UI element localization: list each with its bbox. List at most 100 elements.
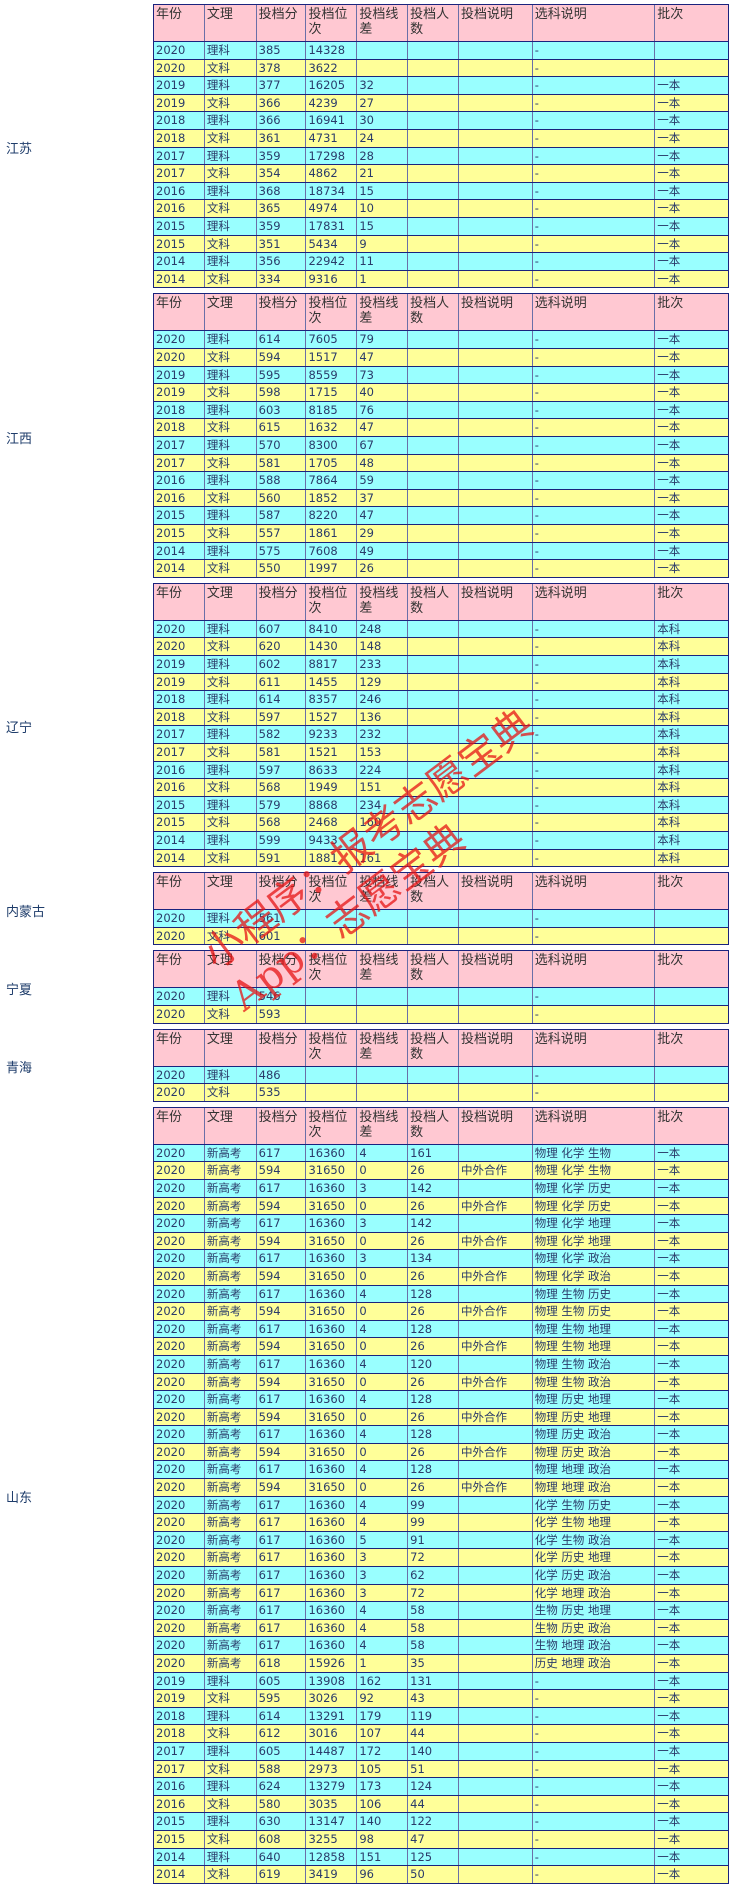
data-cell: 16360 <box>305 1461 356 1479</box>
data-cell: 378 <box>255 59 306 77</box>
data-row: 2020 新高考 617 16360 3 62 化学 历史 政治 一本 <box>154 1566 728 1584</box>
data-cell <box>457 165 532 182</box>
data-cell: 92 <box>356 1690 407 1707</box>
data-cell <box>457 1549 532 1567</box>
data-row: 2014 文科 591 1881 161 - 本科 <box>154 848 728 867</box>
data-cell: 594 <box>255 348 306 366</box>
data-cell <box>457 1355 532 1373</box>
data-cell <box>457 988 532 1005</box>
data-cell: 新高考 <box>203 1408 256 1426</box>
data-cell: - <box>531 454 655 472</box>
data-cell: 新高考 <box>203 1426 256 1443</box>
data-cell <box>407 638 458 655</box>
data-cell <box>407 507 458 524</box>
data-cell: 618 <box>255 1655 306 1672</box>
data-cell: 物理 历史 政治 <box>531 1443 655 1461</box>
data-cell: 2014 <box>156 832 186 847</box>
header-cell: 投档人数 <box>407 294 458 331</box>
data-row: 2020 文科 593 - <box>154 1004 728 1023</box>
data-cell: 7605 <box>305 331 356 348</box>
data-cell: 2015 <box>156 525 186 540</box>
data-cell: 16360 <box>305 1619 356 1637</box>
data-cell: 594 <box>255 1373 306 1391</box>
data-cell: 128 <box>407 1320 458 1338</box>
data-cell: 620 <box>255 638 306 655</box>
data-cell: 2015 <box>156 797 186 812</box>
data-cell: 16205 <box>305 77 356 94</box>
data-cell <box>457 1426 532 1443</box>
province-table: 年份 文理 投档分 投档位次 投档线差 投档人数 投档说明 选科说明 批次 2020 理科 614 76… <box>153 293 729 578</box>
data-row: 2017 理科 570 8300 67 - 一本 <box>154 435 728 454</box>
data-cell: 611 <box>255 673 306 691</box>
data-cell: 2020 <box>156 1497 186 1512</box>
data-cell: 67 <box>356 436 407 454</box>
data-cell <box>407 673 458 691</box>
data-cell: 文科 <box>203 489 256 507</box>
data-cell: 中外合作 <box>457 1338 532 1355</box>
data-cell: 359 <box>255 217 306 235</box>
data-cell: 文科 <box>203 560 256 577</box>
header-row: 年份 文理 投档分 投档位次 投档线差 投档人数 投档说明 选科说明 批次 <box>154 583 728 620</box>
data-cell: 51 <box>407 1760 458 1778</box>
data-row: 2020 新高考 594 31650 0 26 中外合作 物理 历史 政治 一本 <box>154 1442 728 1461</box>
data-cell: 文科 <box>203 849 256 867</box>
data-cell: 1521 <box>305 743 356 761</box>
data-cell <box>457 112 532 129</box>
data-cell: 一本 <box>654 1391 728 1408</box>
data-cell: 2020 <box>156 1392 186 1407</box>
data-cell: - <box>531 726 655 743</box>
data-cell: 1517 <box>305 348 356 366</box>
data-cell: 一本 <box>654 1250 728 1267</box>
header-cell: 批次 <box>654 583 728 620</box>
data-cell: 1527 <box>305 708 356 726</box>
data-cell: 47 <box>407 1830 458 1848</box>
data-cell <box>457 1637 532 1655</box>
data-cell: 588 <box>255 472 306 489</box>
data-cell: 化学 地理 政治 <box>531 1584 655 1602</box>
data-cell: 2019 <box>156 385 186 400</box>
data-cell: 一本 <box>654 77 728 94</box>
data-cell: 2020 <box>156 621 186 636</box>
data-cell: 614 <box>255 1707 306 1725</box>
data-cell <box>457 59 532 77</box>
data-cell: 文科 <box>203 814 256 831</box>
data-row: 2020 理科 546 - <box>154 987 728 1005</box>
data-cell: 一本 <box>654 129 728 147</box>
data-cell: 新高考 <box>203 1267 256 1285</box>
data-cell: 579 <box>255 796 306 814</box>
data-cell: 一本 <box>654 1338 728 1355</box>
data-cell: 582 <box>255 726 306 743</box>
data-cell: 8185 <box>305 401 356 419</box>
data-cell: 568 <box>255 779 306 796</box>
data-cell: 31650 <box>305 1338 356 1355</box>
data-cell: 化学 历史 地理 <box>531 1549 655 1567</box>
data-cell: 8559 <box>305 366 356 384</box>
data-cell: 一本 <box>654 1197 728 1215</box>
data-cell: 2020 <box>156 1198 186 1213</box>
data-cell: 文科 <box>203 348 256 366</box>
data-cell: - <box>531 1742 655 1760</box>
data-cell: 13147 <box>305 1813 356 1830</box>
data-cell: 8300 <box>305 436 356 454</box>
data-cell: 一本 <box>654 1795 728 1813</box>
data-cell: 594 <box>255 1303 306 1320</box>
data-cell: 一本 <box>654 542 728 560</box>
data-cell: 2020 <box>156 1321 186 1336</box>
data-cell: 本科 <box>654 814 728 831</box>
province-table: 年份 文理 投档分 投档位次 投档线差 投档人数 投档说明 选科说明 批次 2020 新高考 617 1… <box>153 1106 729 1884</box>
data-cell: 2018 <box>156 692 186 707</box>
header-cell: 投档说明 <box>457 1029 532 1066</box>
data-cell: 中外合作 <box>457 1303 532 1320</box>
data-cell: 47 <box>356 419 407 436</box>
province-label: 江西 <box>6 431 33 447</box>
data-cell: 物理 化学 地理 <box>531 1232 655 1250</box>
data-cell: 3016 <box>305 1725 356 1742</box>
data-row: 2018 理科 603 8185 76 - 一本 <box>154 400 728 419</box>
data-cell <box>457 1672 532 1690</box>
data-cell <box>457 779 532 796</box>
header-cell: 投档线差 <box>356 583 407 620</box>
data-cell: 2020 <box>156 1163 186 1178</box>
data-cell: - <box>531 1848 655 1866</box>
data-cell: - <box>531 655 655 673</box>
data-cell: 一本 <box>654 348 728 366</box>
